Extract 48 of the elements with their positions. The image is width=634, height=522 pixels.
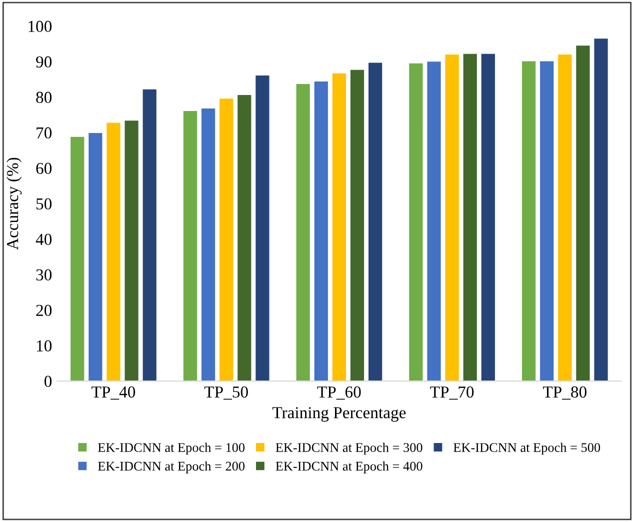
y-tick-label: 10 [37, 340, 52, 352]
bar [575, 44, 591, 382]
x-tick-label: TP_40 [92, 386, 136, 400]
x-tick-label: TP_70 [430, 386, 474, 400]
y-tick-label: 40 [36, 234, 52, 246]
y-tick-label: 90 [36, 56, 52, 68]
y-tick-label: 30 [36, 269, 52, 281]
legend-label: EK-IDCNN at Epoch = 100 [98, 442, 245, 455]
bar [426, 60, 442, 382]
y-tick-label: 60 [36, 162, 52, 174]
bar [313, 80, 329, 382]
bar [350, 68, 365, 382]
bar [408, 62, 424, 382]
bar [218, 98, 234, 382]
bar [254, 74, 270, 382]
y-tick-label: 50 [36, 198, 52, 210]
bar [444, 54, 460, 382]
bar [462, 53, 478, 382]
bar [480, 53, 496, 382]
bar [539, 60, 554, 382]
legend-label: EK-IDCNN at Epoch = 500 [454, 442, 600, 455]
bar [236, 94, 252, 382]
x-tick-label: TP_60 [317, 386, 361, 400]
bar [182, 110, 198, 382]
x-axis-title: Training Percentage [272, 407, 406, 422]
bar [332, 72, 347, 382]
bar [295, 83, 311, 382]
y-tick-label: 100 [28, 20, 52, 32]
bar [200, 108, 216, 382]
y-tick-label: 80 [36, 92, 52, 104]
y-axis-title: Accuracy (%) [6, 158, 22, 250]
y-tick-label: 70 [36, 127, 52, 139]
bar [124, 120, 140, 382]
bar [521, 60, 536, 382]
bar [368, 62, 383, 382]
bar [593, 38, 609, 382]
bar [557, 54, 573, 382]
legend-label: EK-IDCNN at Epoch = 200 [98, 461, 245, 474]
y-tick-label: 20 [36, 304, 52, 316]
x-tick-label: TP_80 [542, 386, 586, 400]
y-tick-label: 0 [44, 376, 52, 388]
bar [70, 136, 86, 382]
bar [106, 122, 122, 382]
bar [142, 88, 158, 382]
bar [88, 132, 104, 382]
x-tick-label: TP_50 [204, 386, 248, 400]
legend-label: EK-IDCNN at Epoch = 400 [276, 461, 422, 474]
legend-label: EK-IDCNN at Epoch = 300 [276, 442, 422, 455]
